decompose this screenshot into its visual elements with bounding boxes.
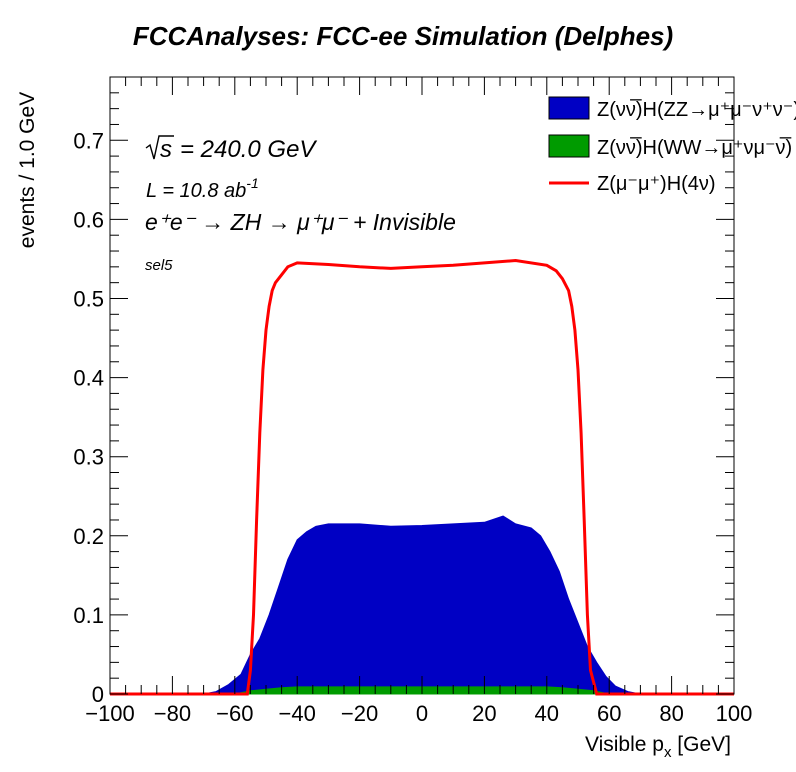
selection-annotation: sel5	[145, 257, 173, 274]
legend-label-ww: Z(νν̅)H(WW→μ⁺νμ⁻ν̅)	[597, 136, 792, 159]
x-tick-label: 80	[659, 701, 683, 726]
x-tick-label: 0	[416, 701, 428, 726]
y-tick-label: 0.7	[73, 128, 104, 153]
legend-swatch-zz	[548, 96, 590, 120]
luminosity-annotation: L = 10.8 ab-1	[146, 175, 259, 202]
x-tick-label: 40	[535, 701, 559, 726]
y-tick-label: 0	[92, 682, 104, 707]
sqrt-s-annotation: s = 240.0 GeV	[145, 135, 317, 163]
y-tick-label: 0.3	[73, 445, 104, 470]
y-tick-labels: 0 0.1 0.2 0.3 0.4 0.5 0.6 0.7	[73, 128, 104, 707]
x-tick-label: −100	[85, 701, 135, 726]
sqrt-s-value: = 240.0 GeV	[180, 136, 317, 163]
y-tick-label: 0.1	[73, 603, 104, 628]
x-axis-label: Visible px [GeV]	[585, 733, 731, 761]
series-0-area	[203, 515, 641, 695]
x-tick-label: −60	[216, 701, 253, 726]
y-tick-label: 0.6	[73, 207, 104, 232]
legend: Z(νν̅)H(ZZ→μ⁺μ⁻ν⁺ν⁻) Z(νν̅)H(WW→μ⁺νμ⁻ν̅)…	[548, 96, 796, 195]
legend-label-mumu: Z(μ⁻μ⁺)H(4ν)	[597, 173, 716, 195]
legend-swatch-ww	[548, 134, 590, 158]
series-2-line	[110, 258, 734, 696]
y-tick-label: 0.5	[73, 286, 104, 311]
legend-label-zz: Z(νν̅)H(ZZ→μ⁺μ⁻ν⁺ν⁻)	[597, 98, 796, 121]
process-annotation: e⁺e⁻ → ZH → μ⁺μ⁻ + Invisible	[145, 209, 456, 235]
sqrt-symbol	[145, 135, 174, 160]
x-tick-label: −80	[154, 701, 191, 726]
x-tick-label: −20	[341, 701, 378, 726]
x-tick-label: 20	[472, 701, 496, 726]
x-tick-labels: −100 −80 −60 −40 −20 0 20 40 60 80 100	[85, 701, 752, 726]
y-tick-label: 0.4	[73, 366, 104, 391]
x-tick-label: −40	[279, 701, 316, 726]
x-tick-label: 60	[597, 701, 621, 726]
series-layer	[110, 258, 734, 696]
sqrt-s-symbol-s: s	[160, 136, 172, 163]
y-axis-label: events / 1.0 GeV	[16, 92, 39, 248]
chart-title: FCCAnalyses: FCC-ee Simulation (Delphes)	[133, 21, 673, 51]
x-tick-label: 100	[716, 701, 753, 726]
ticks-layer	[109, 76, 735, 695]
y-tick-label: 0.2	[73, 524, 104, 549]
